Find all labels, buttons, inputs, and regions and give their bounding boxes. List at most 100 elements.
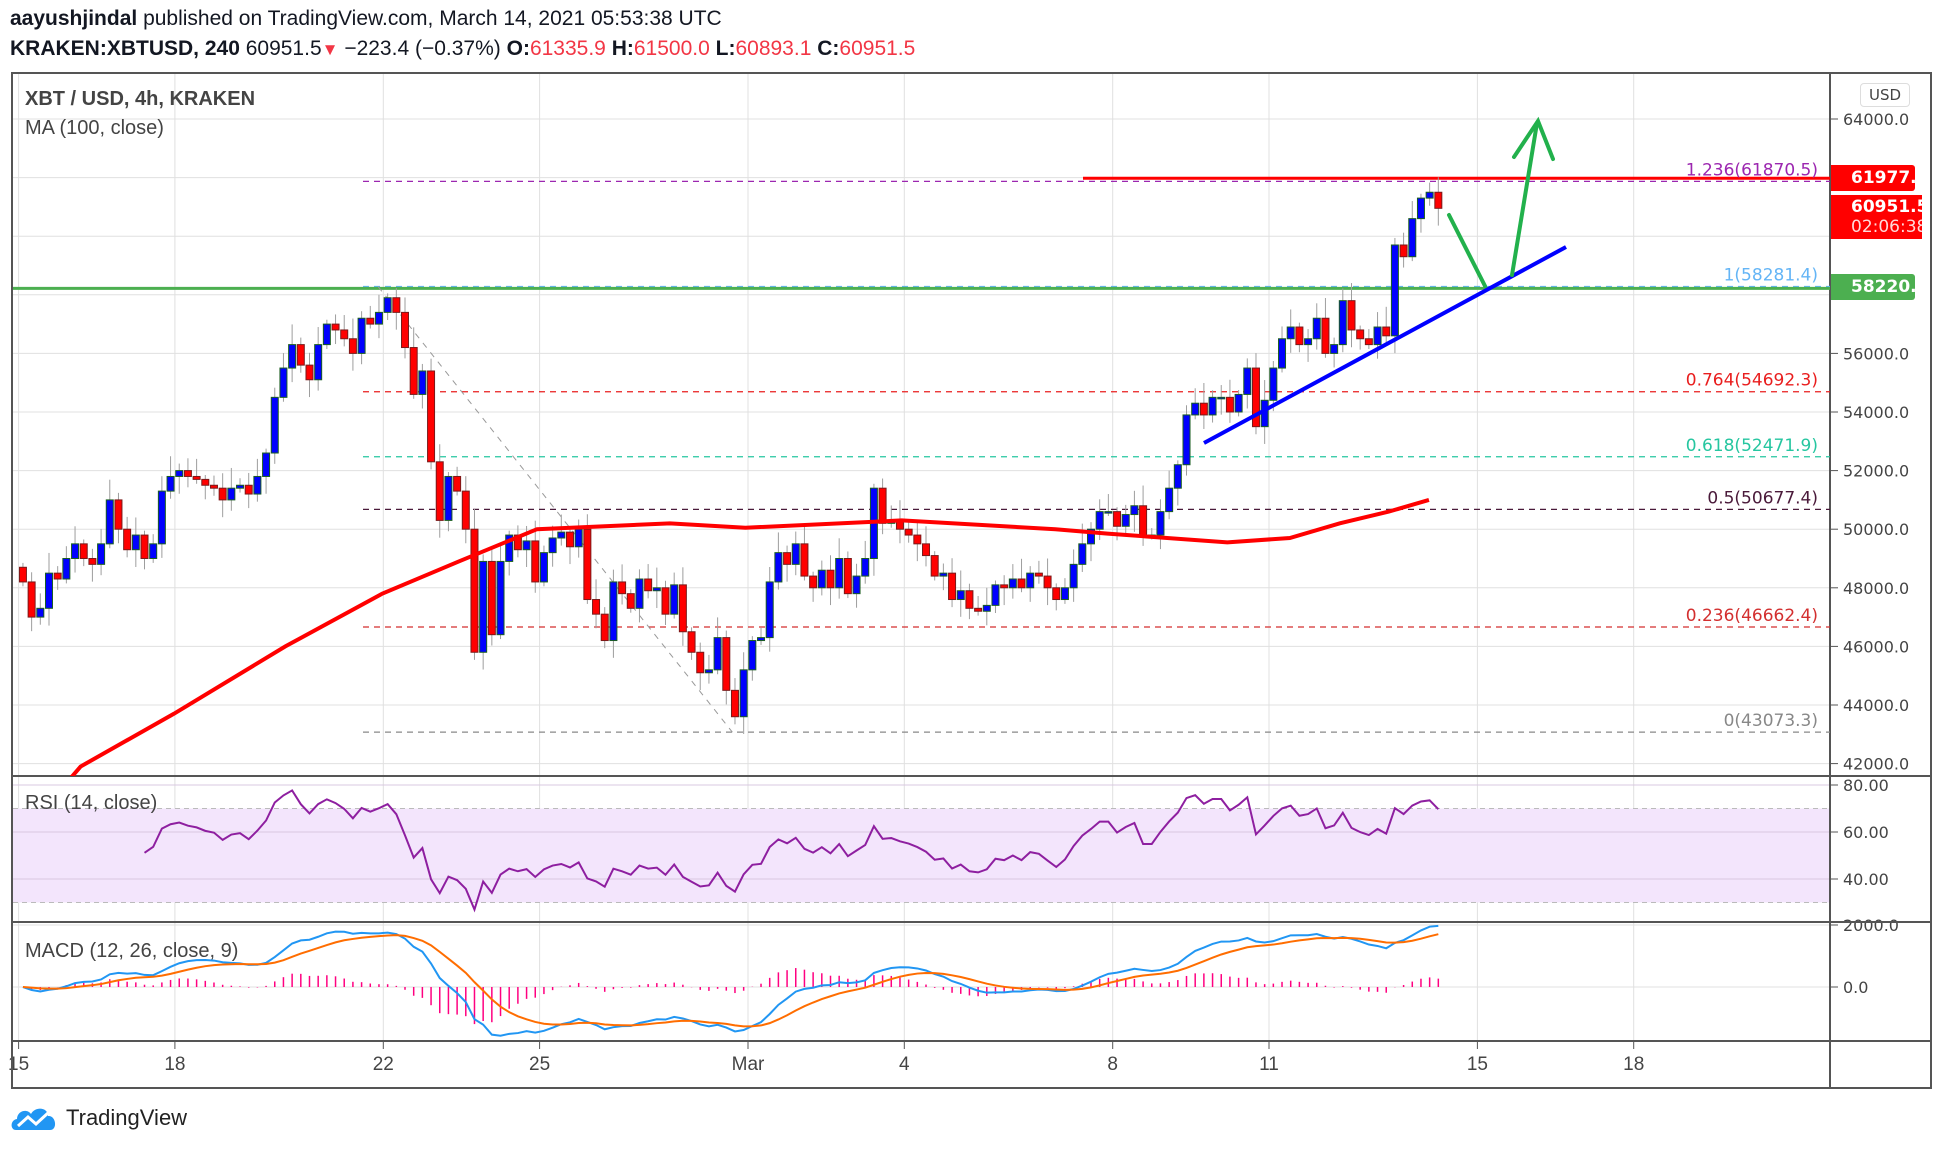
symbol-info: KRAKEN:XBTUSD, 240 60951.5▼ −223.4 (−0.3… (10, 37, 915, 61)
candle-down (1225, 396, 1234, 413)
candle-down (409, 347, 418, 395)
candle-up (1408, 218, 1417, 258)
candle-down (826, 569, 835, 589)
candle-up (956, 590, 965, 601)
candle-down (618, 581, 627, 595)
candle-down (644, 578, 653, 592)
candle-down (296, 344, 305, 366)
candle-up (1425, 191, 1434, 199)
candle-up (1278, 338, 1287, 369)
open-label: O: (506, 37, 530, 60)
last-price-value: 60951.5 (1851, 197, 1929, 217)
ma-legend[interactable]: MA (100, close) (25, 117, 164, 139)
candle-up (149, 543, 158, 559)
high-value: 61500.0 (633, 37, 710, 60)
time-axis-label: 18 (164, 1054, 185, 1075)
bar-countdown: 02:06:38 (1851, 217, 1928, 237)
candle-down (1199, 402, 1208, 416)
candle-down (209, 484, 218, 489)
tradingview-logo[interactable]: TradingView (10, 1104, 187, 1132)
upside-arrow-head-icon (1512, 116, 1555, 161)
candle-up (548, 537, 557, 554)
candle-down (965, 590, 974, 609)
candle-up (36, 607, 45, 618)
candle-down (930, 555, 939, 577)
candle-down (1052, 587, 1061, 601)
fib-level-label: 0(43073.3) (1724, 711, 1818, 731)
high-label: H: (611, 37, 634, 60)
candle-down (1251, 367, 1260, 428)
price-axis-label: 54000.0 (1843, 403, 1909, 422)
candle-up (774, 552, 783, 583)
candle-down (600, 613, 609, 642)
candle-up (739, 669, 748, 718)
candle-up (1330, 344, 1339, 354)
candle-up (62, 558, 71, 580)
candle-down (453, 475, 462, 492)
macd-axis-label: 0.0 (1843, 978, 1868, 997)
candle-up (270, 396, 279, 454)
time-axis-label: 22 (373, 1054, 394, 1075)
candle-up (1026, 572, 1035, 589)
rsi-axis-label: 80.00 (1843, 776, 1889, 795)
ascending-trendline (1203, 245, 1567, 445)
candle-down (1017, 578, 1026, 589)
candle-up (1008, 578, 1017, 589)
candle-up (322, 323, 331, 346)
candle-down (687, 631, 696, 653)
open-value: 61335.9 (529, 37, 606, 60)
currency-button[interactable]: USD (1860, 83, 1911, 107)
candle-up (991, 584, 1000, 606)
fib-level-label: 0.764(54692.3) (1686, 371, 1818, 391)
rsi-band (13, 808, 1830, 903)
candle-up (557, 531, 566, 539)
time-axis-label: 18 (1623, 1054, 1644, 1075)
time-axis-label: 15 (1467, 1054, 1488, 1075)
candle-up (357, 317, 366, 354)
candle-up (479, 560, 488, 653)
macd-legend[interactable]: MACD (12, 26, close, 9) (25, 940, 239, 962)
candle-down (123, 528, 132, 551)
signal-line (22, 933, 1439, 1028)
candle-up (609, 581, 618, 642)
candle-up (279, 367, 288, 398)
candle-up (748, 640, 757, 671)
candle-up (1234, 393, 1243, 413)
rsi-legend[interactable]: RSI (14, close) (25, 792, 158, 814)
candle-down (1034, 572, 1043, 577)
candle-down (401, 311, 410, 349)
upside-arrow-line (1510, 121, 1539, 277)
candle-down (487, 560, 496, 636)
candle-down (583, 528, 592, 601)
price-axis-label: 44000.0 (1843, 696, 1909, 715)
candle-up (157, 490, 166, 545)
candle-up (1095, 511, 1104, 530)
candle-down (305, 364, 314, 381)
candle-up (262, 452, 271, 477)
candle-down (922, 543, 931, 557)
candle-up (522, 540, 531, 551)
tradingview-cloud-icon (11, 1108, 56, 1130)
rsi-line (143, 789, 1440, 913)
ma100-line (69, 497, 1430, 776)
chart-frame (11, 72, 1932, 1089)
candle-up (861, 558, 870, 577)
candle-down (722, 637, 731, 691)
price-axis-label: 48000.0 (1843, 579, 1909, 598)
candle-down (592, 599, 601, 615)
author-name[interactable]: aayushjindal (10, 7, 138, 30)
candle-down (183, 470, 192, 477)
candle-up (670, 584, 679, 615)
time-axis-label: 4 (899, 1054, 910, 1075)
candle-up (1390, 244, 1399, 337)
macd-pane (22, 924, 1440, 1037)
candle-down (1000, 584, 1009, 589)
candle-down (366, 317, 375, 325)
price-axis-label: 46000.0 (1843, 637, 1909, 656)
candle-down (904, 528, 913, 536)
candle-down (1399, 244, 1408, 258)
candle-down (948, 572, 957, 601)
candle-up (1191, 402, 1200, 416)
candle-up (1069, 563, 1078, 589)
